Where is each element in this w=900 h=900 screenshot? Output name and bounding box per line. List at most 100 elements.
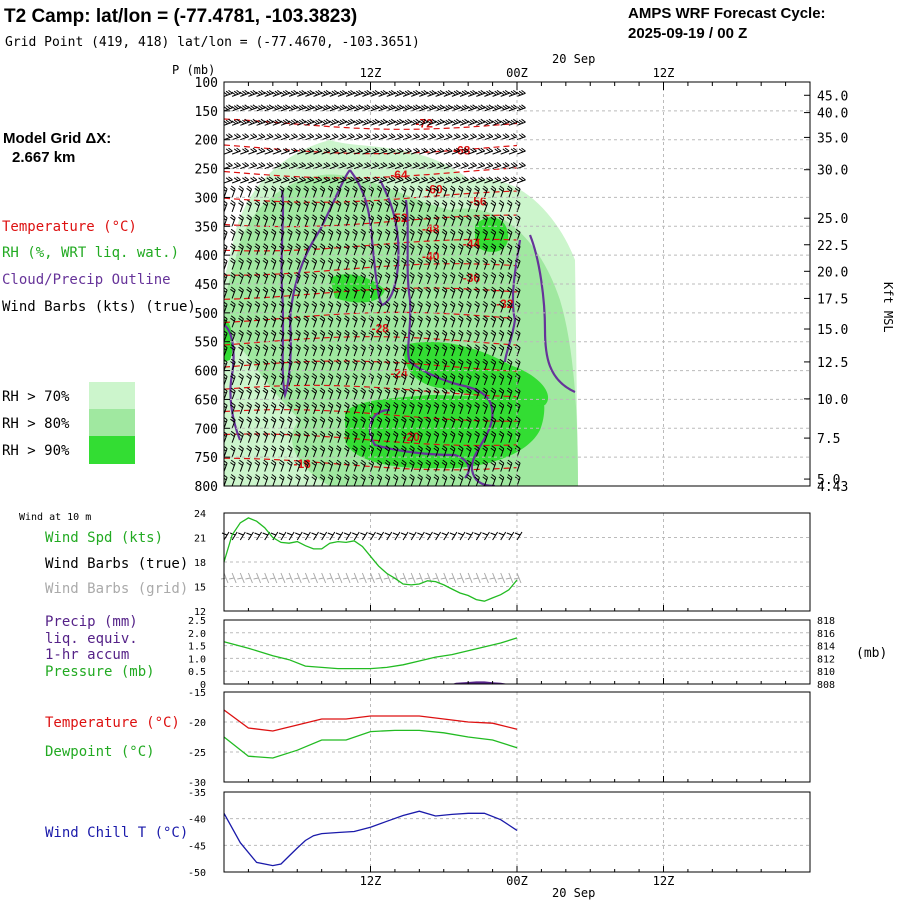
wind-barb [433, 286, 440, 299]
wind-barb [354, 147, 363, 155]
wind-barb [483, 104, 494, 112]
isotherm-label: -64 [390, 168, 408, 182]
wind-barb [384, 373, 391, 386]
wind-barb [466, 402, 472, 415]
wind-barb [411, 147, 420, 155]
wind-barb [254, 358, 261, 371]
wind-barb [345, 104, 355, 112]
wind-barb [425, 358, 432, 371]
wind-barb [376, 301, 383, 314]
isotherm-label: -28 [372, 321, 390, 335]
wind-barb [270, 243, 277, 256]
wind-barb [467, 104, 477, 112]
wind-barb [264, 104, 274, 112]
wind-barb [327, 430, 334, 443]
wind-barb [335, 329, 342, 342]
wind-barb [303, 373, 309, 386]
wind-barb [508, 162, 518, 170]
wind-barb [278, 474, 285, 486]
height-tick: 22.5 [817, 239, 848, 254]
wind-barb [369, 118, 380, 126]
wind-barb [230, 243, 236, 256]
wind-barb [451, 176, 461, 184]
wind-barb [392, 315, 399, 328]
wind-barb [337, 133, 347, 141]
wind-barb [457, 214, 464, 227]
wind-barb [508, 104, 518, 112]
wind-barb [287, 301, 293, 314]
wind-barb [360, 344, 366, 357]
wind-barb [254, 416, 261, 429]
wind-barb [224, 243, 228, 256]
pressure-tick: 700 [195, 422, 218, 437]
wind-barb [435, 118, 445, 126]
wind-barb [409, 402, 415, 415]
wind-barb [490, 329, 497, 342]
wind-barb [378, 147, 388, 155]
wind-barb [384, 474, 391, 486]
wind-barb [417, 200, 423, 213]
wind-barb [344, 459, 350, 472]
wind-barb [248, 147, 258, 155]
wind-barb [401, 257, 407, 270]
wind-barb [417, 185, 423, 198]
wind-barb [238, 459, 244, 472]
isotherm-label: -40 [422, 249, 440, 263]
time-tick-bottom: 00Z [506, 874, 528, 888]
wind-barb [392, 228, 399, 241]
wind-barb [319, 430, 326, 443]
wind-barb [224, 162, 233, 170]
wind-barb [280, 90, 290, 97]
wind-barb [498, 344, 505, 357]
wind-barb-grid [383, 572, 392, 584]
wind-barb [319, 214, 326, 227]
wind-barb [484, 162, 494, 170]
wind-barb [482, 272, 488, 285]
wind-barb [409, 301, 415, 314]
wind-barb [433, 344, 440, 357]
wind-barb [335, 315, 342, 328]
wind-barb [466, 272, 472, 285]
wind-barb [457, 430, 464, 443]
height-tick: 15.0 [817, 323, 848, 338]
wind-barb [459, 118, 469, 126]
wind-barb [459, 104, 469, 112]
wind-barb [378, 118, 388, 126]
wind-barb [272, 176, 282, 184]
wind-barb [270, 272, 277, 285]
wind-barb [457, 459, 464, 472]
wind-barb [449, 272, 456, 285]
wind-barb [468, 162, 477, 170]
wind-barb [449, 445, 456, 458]
legend-rh90: RH > 90% [2, 443, 70, 459]
wind-barb-grid [456, 572, 465, 584]
wind-barb [410, 118, 420, 126]
wind-barb [224, 200, 228, 213]
wind-barb [329, 133, 339, 141]
wind-barb [386, 104, 396, 112]
wind-barb [466, 474, 472, 486]
wind-barb [254, 344, 261, 357]
wind-barb [468, 133, 477, 141]
wind-barb [378, 104, 388, 112]
wind-barb [417, 243, 423, 256]
wind-barb [321, 147, 331, 155]
isotherm [224, 433, 518, 447]
wind-barb [304, 90, 315, 97]
wind-barb [295, 315, 301, 328]
isotherm-label: -20 [403, 430, 421, 444]
wind-barb [230, 430, 236, 443]
wind-barb [321, 90, 331, 97]
wind-barb [394, 82, 397, 83]
wind-barb [506, 358, 513, 371]
y-tick: 0.5 [188, 667, 206, 678]
wind-barb [506, 200, 513, 213]
wind-barb [490, 185, 497, 198]
wind-barb [344, 474, 350, 486]
wind-barb [230, 445, 236, 458]
wind-barb [500, 90, 510, 97]
wind-barb [231, 162, 241, 170]
wind-barb [360, 416, 366, 429]
time-tick-top: 12Z [360, 66, 382, 80]
